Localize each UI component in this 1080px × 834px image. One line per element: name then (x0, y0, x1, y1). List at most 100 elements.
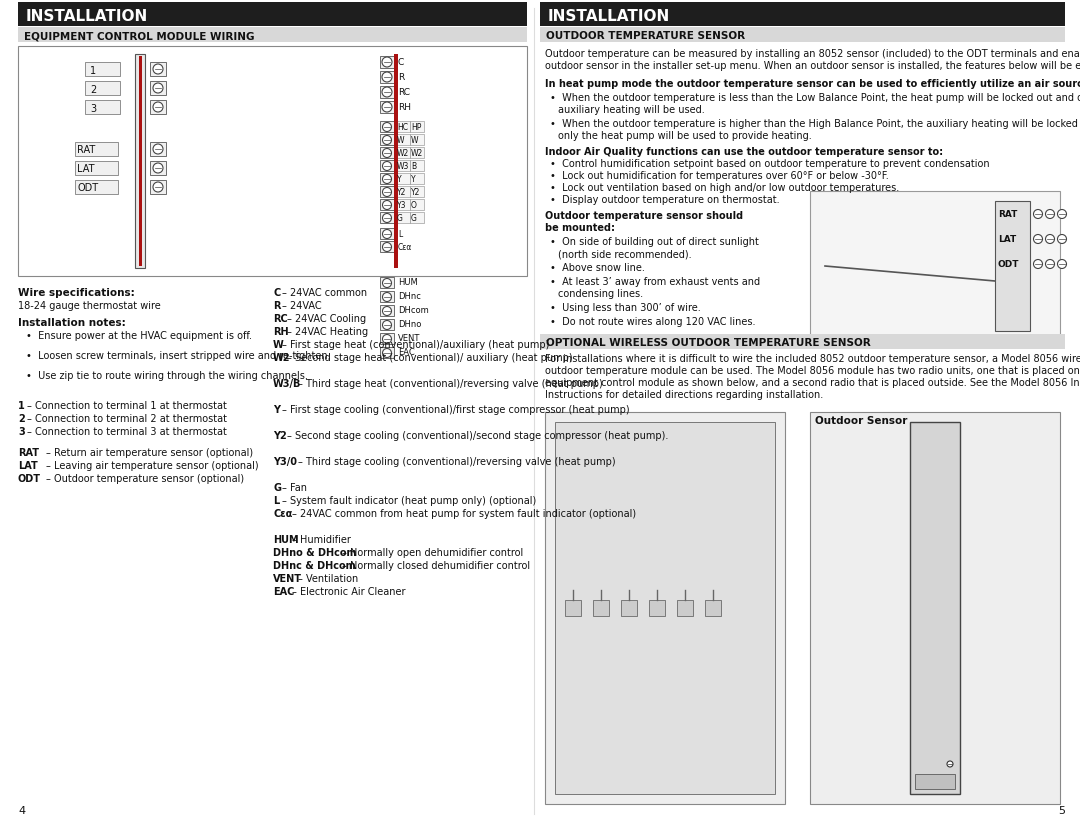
Text: VENT: VENT (399, 334, 420, 343)
Text: 2: 2 (18, 414, 25, 424)
Text: RC: RC (273, 314, 287, 324)
Text: Wire specifications:: Wire specifications: (18, 288, 135, 298)
Bar (410, 186, 424, 197)
Text: •  Control humidification setpoint based on outdoor temperature to prevent conde: • Control humidification setpoint based … (550, 159, 989, 169)
Text: 4: 4 (18, 806, 25, 816)
Text: Y: Y (397, 175, 402, 184)
Text: be mounted:: be mounted: (545, 223, 615, 233)
Text: – Second stage cooling (conventional)/second stage compressor (heat pump).: – Second stage cooling (conventional)/se… (287, 431, 669, 441)
Text: C: C (273, 288, 280, 298)
Text: G: G (411, 214, 417, 223)
Text: HUM: HUM (399, 278, 418, 287)
Text: LAT: LAT (998, 235, 1016, 244)
Circle shape (382, 243, 391, 252)
Text: – Leaving air temperature sensor (optional): – Leaving air temperature sensor (option… (46, 461, 258, 471)
Bar (380, 186, 394, 197)
Bar (380, 347, 394, 358)
Bar (85, 81, 120, 95)
Text: L: L (399, 230, 402, 239)
Text: – Third stage heat (conventional)/reversing valve (heat pump): – Third stage heat (conventional)/revers… (298, 379, 603, 389)
Text: G: G (273, 483, 281, 493)
Bar (150, 81, 166, 95)
Bar (18, 46, 527, 276)
Text: W: W (273, 340, 284, 350)
Text: DHnc: DHnc (399, 292, 421, 301)
Circle shape (382, 162, 391, 170)
Text: – Ventilation: – Ventilation (298, 574, 359, 584)
Circle shape (153, 64, 163, 74)
Text: •  Lock out humidification for temperatures over 60°F or below -30°F.: • Lock out humidification for temperatur… (550, 171, 889, 181)
Circle shape (382, 293, 391, 302)
Bar (380, 56, 394, 68)
Text: •  Ensure power at the HVAC equipment is off.: • Ensure power at the HVAC equipment is … (26, 331, 252, 341)
Text: – Connection to terminal 3 at thermostat: – Connection to terminal 3 at thermostat (27, 427, 227, 437)
Bar (915, 774, 955, 789)
Text: •  Use zip tie to route wiring through the wiring channels.: • Use zip tie to route wiring through th… (26, 371, 308, 381)
Bar (380, 291, 394, 302)
Text: Outdoor temperature sensor should: Outdoor temperature sensor should (545, 211, 743, 221)
Text: Indoor Air Quality functions can use the outdoor temperature sensor to:: Indoor Air Quality functions can use the… (545, 147, 943, 157)
Text: condensing lines.: condensing lines. (558, 289, 643, 299)
Text: •  On side of building out of direct sunlight: • On side of building out of direct sunl… (550, 237, 759, 247)
Text: Y: Y (411, 175, 416, 184)
Circle shape (382, 87, 392, 97)
Bar (380, 277, 394, 288)
Circle shape (382, 72, 392, 82)
Text: For installations where it is difficult to wire the included 8052 outdoor temper: For installations where it is difficult … (545, 354, 1080, 364)
Text: outdoor temperature module can be used. The Model 8056 module has two radio unit: outdoor temperature module can be used. … (545, 366, 1080, 376)
Text: equipment control module as shown below, and a second radio that is placed outsi: equipment control module as shown below,… (545, 378, 1080, 388)
Circle shape (153, 83, 163, 93)
Bar (396, 147, 410, 158)
Text: – 24VAC Cooling: – 24VAC Cooling (287, 314, 366, 324)
Bar (85, 62, 120, 76)
Bar (380, 134, 394, 145)
Text: Cεα: Cεα (399, 243, 413, 252)
Bar (75, 142, 118, 156)
Text: Y2: Y2 (273, 431, 287, 441)
Text: EAC: EAC (399, 348, 415, 357)
Circle shape (1057, 209, 1067, 219)
Text: – Outdoor temperature sensor (optional): – Outdoor temperature sensor (optional) (46, 474, 244, 484)
Text: OPTIONAL WIRELESS OUTDOOR TEMPERATURE SENSOR: OPTIONAL WIRELESS OUTDOOR TEMPERATURE SE… (546, 338, 870, 348)
Bar (995, 201, 1030, 331)
Text: •  Loosen screw terminals, insert stripped wire and re-tighten.: • Loosen screw terminals, insert strippe… (26, 351, 330, 361)
Bar (380, 305, 394, 316)
Text: – Third stage cooling (conventional)/reversing valve (heat pump): – Third stage cooling (conventional)/rev… (298, 457, 616, 467)
Text: – Humidifier: – Humidifier (293, 535, 351, 545)
Bar (139, 56, 141, 266)
Circle shape (1034, 209, 1042, 219)
Text: R: R (399, 73, 404, 82)
Text: RAT: RAT (998, 210, 1017, 219)
Bar (18, 2, 527, 26)
Circle shape (382, 148, 391, 158)
Text: 3: 3 (90, 104, 96, 114)
Circle shape (1057, 234, 1067, 244)
Text: Y: Y (273, 405, 280, 415)
Text: Cεα: Cεα (273, 509, 293, 519)
Text: auxiliary heating will be used.: auxiliary heating will be used. (558, 105, 705, 115)
Bar (380, 147, 394, 158)
Bar (410, 199, 424, 210)
Bar (150, 142, 166, 156)
Circle shape (382, 123, 391, 132)
Text: LAT: LAT (18, 461, 38, 471)
Circle shape (382, 135, 391, 144)
Text: HC: HC (397, 123, 408, 132)
Text: – Second stage heat (conventional)/ auxiliary (heat pump): – Second stage heat (conventional)/ auxi… (287, 353, 572, 363)
Circle shape (153, 182, 163, 192)
Text: – 24VAC common from heat pump for system fault indicator (optional): – 24VAC common from heat pump for system… (293, 509, 636, 519)
Text: – First stage heat (conventional)/auxiliary (heat pump): – First stage heat (conventional)/auxili… (282, 340, 549, 350)
Text: W2: W2 (397, 149, 409, 158)
Text: 5: 5 (1058, 806, 1065, 816)
Bar (396, 199, 410, 210)
Text: EQUIPMENT CONTROL MODULE WIRING: EQUIPMENT CONTROL MODULE WIRING (24, 31, 255, 41)
Bar (150, 180, 166, 194)
Bar (705, 600, 721, 616)
Text: – System fault indicator (heat pump only) (optional): – System fault indicator (heat pump only… (282, 496, 536, 506)
Text: RH: RH (399, 103, 411, 112)
Text: 1: 1 (18, 401, 25, 411)
Text: only the heat pump will be used to provide heating.: only the heat pump will be used to provi… (558, 131, 812, 141)
Circle shape (382, 188, 391, 197)
Text: DHno & DHcom: DHno & DHcom (273, 548, 356, 558)
Bar (380, 160, 394, 171)
